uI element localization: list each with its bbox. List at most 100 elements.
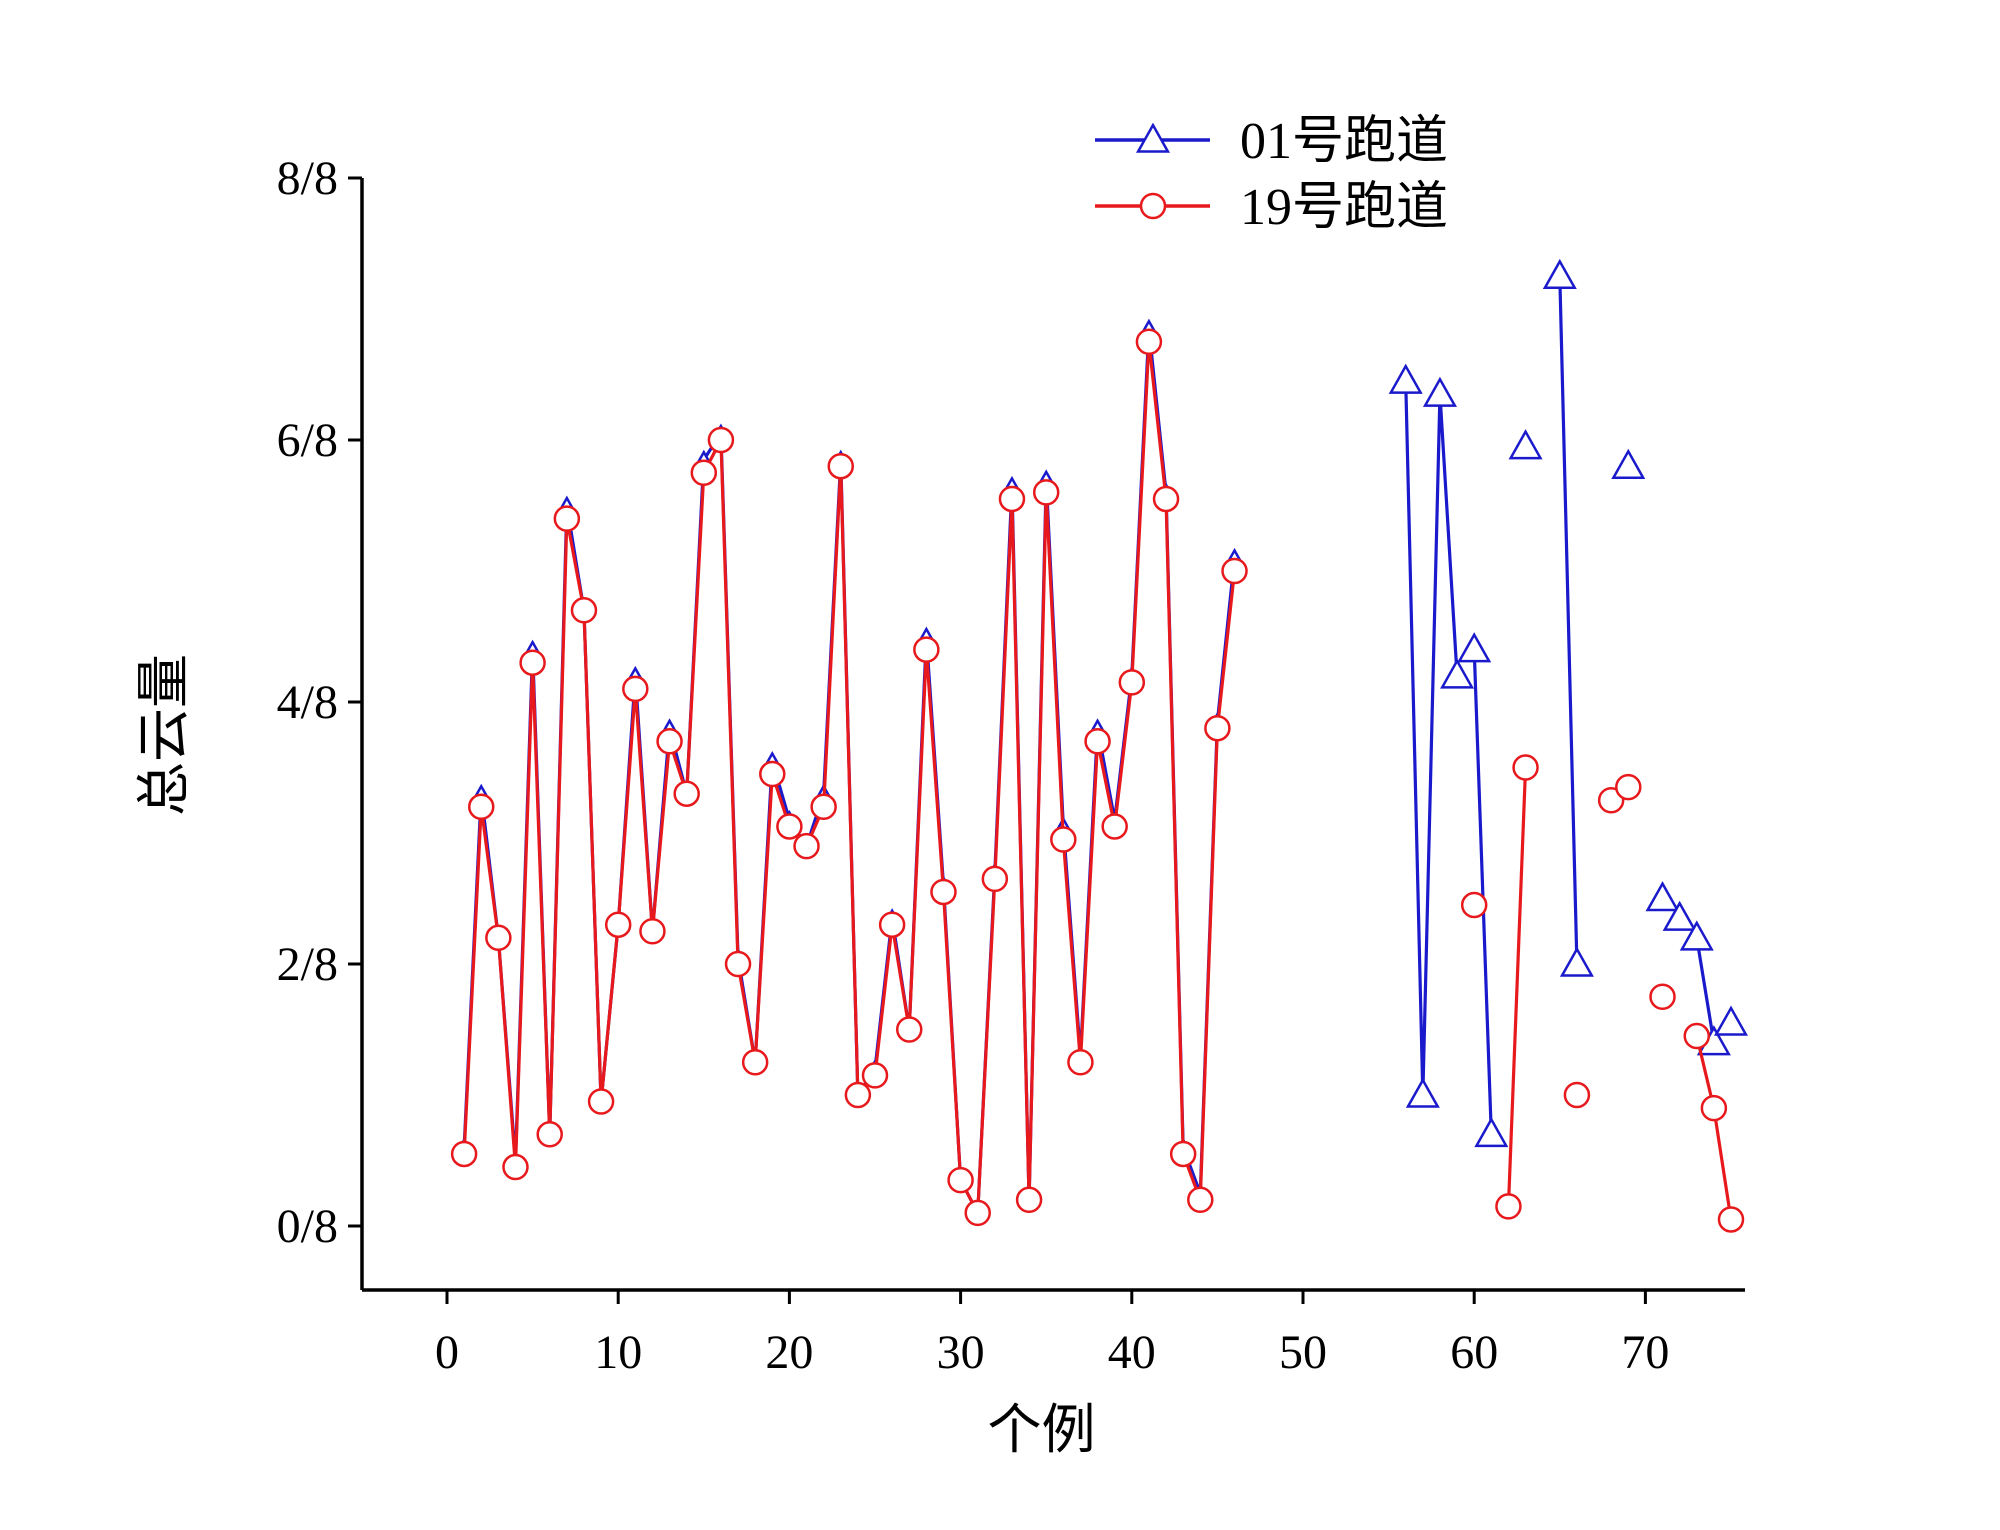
circle-marker bbox=[1717, 1206, 1745, 1233]
x-tick-label: 70 bbox=[1621, 1326, 1669, 1379]
circle-marker bbox=[1101, 813, 1128, 840]
circle-marker bbox=[467, 793, 495, 821]
legend-item-01: 01号跑道 bbox=[1095, 113, 1448, 170]
circle-marker bbox=[1169, 1140, 1197, 1168]
series-line-segment bbox=[1506, 767, 1528, 1207]
x-axis-ticks: 0 10 20 30 40 50 60 70 bbox=[435, 1290, 1669, 1379]
circle-marker bbox=[485, 924, 512, 952]
circle-marker bbox=[998, 485, 1026, 513]
y-tick-label: 8/8 bbox=[277, 152, 338, 205]
circle-marker bbox=[1135, 328, 1163, 355]
x-tick-label: 10 bbox=[594, 1326, 642, 1379]
series-line-segment bbox=[1558, 276, 1579, 965]
axes bbox=[360, 178, 1745, 1292]
circle-marker bbox=[895, 1016, 923, 1043]
y-tick-label: 0/8 bbox=[277, 1200, 338, 1253]
y-axis-ticks: 0/8 2/8 4/8 6/8 8/8 bbox=[277, 152, 362, 1253]
circle-marker bbox=[1683, 1022, 1711, 1050]
series-line-segment bbox=[1472, 649, 1493, 1135]
circle-marker bbox=[656, 728, 683, 755]
y-tick-label: 2/8 bbox=[277, 938, 338, 991]
circle-marker bbox=[930, 878, 957, 906]
circle-marker bbox=[707, 426, 735, 454]
circle-marker bbox=[639, 918, 666, 945]
legend-item-19: 19号跑道 bbox=[1095, 179, 1448, 236]
triangle-marker bbox=[1405, 1077, 1440, 1108]
circle-marker bbox=[1512, 754, 1539, 781]
circle-marker bbox=[776, 813, 803, 840]
legend-label-19: 19号跑道 bbox=[1240, 179, 1448, 236]
circle-marker bbox=[861, 1062, 889, 1089]
triangle-marker bbox=[1679, 920, 1714, 951]
x-tick-label: 60 bbox=[1450, 1326, 1498, 1379]
y-tick-label: 6/8 bbox=[277, 414, 338, 467]
circle-marker bbox=[1084, 728, 1111, 755]
circle-marker bbox=[1015, 1186, 1043, 1214]
circle-marker bbox=[673, 780, 700, 807]
circle-marker bbox=[724, 950, 752, 978]
x-tick-label: 50 bbox=[1279, 1326, 1327, 1379]
legend-circle-marker bbox=[1139, 192, 1167, 220]
circle-marker bbox=[450, 1140, 478, 1168]
series-line-segment bbox=[1404, 381, 1459, 1097]
circle-marker bbox=[913, 636, 940, 663]
series-line-segment bbox=[1695, 937, 1716, 1043]
series-layer bbox=[450, 258, 1749, 1233]
circle-marker bbox=[741, 1049, 769, 1076]
y-axis-title: 总云量 bbox=[134, 654, 194, 816]
triangle-marker bbox=[1388, 363, 1423, 394]
triangle-marker bbox=[1422, 376, 1457, 407]
x-tick-label: 0 bbox=[435, 1326, 459, 1379]
circle-marker bbox=[587, 1088, 615, 1115]
triangle-marker bbox=[1662, 900, 1697, 931]
triangle-marker bbox=[1508, 429, 1543, 460]
series-line bbox=[462, 340, 1237, 1215]
circle-marker bbox=[1700, 1094, 1728, 1122]
circle-marker bbox=[1495, 1193, 1522, 1220]
circle-marker bbox=[827, 452, 855, 480]
y-tick-label: 4/8 bbox=[277, 676, 338, 729]
legend: 01号跑道 19号跑道 bbox=[1095, 113, 1448, 236]
circle-marker bbox=[604, 911, 632, 938]
circle-marker bbox=[1615, 773, 1642, 801]
circle-marker bbox=[810, 793, 837, 821]
circle-marker bbox=[1118, 669, 1146, 696]
circle-marker bbox=[553, 505, 581, 532]
circle-marker bbox=[570, 597, 598, 624]
circle-marker bbox=[1032, 479, 1060, 506]
circle-marker bbox=[519, 649, 546, 676]
circle-marker bbox=[622, 675, 649, 703]
circle-marker bbox=[793, 832, 820, 860]
circle-marker bbox=[759, 760, 786, 788]
x-axis-title: 个例 bbox=[988, 1400, 1096, 1460]
circle-marker bbox=[1187, 1186, 1214, 1214]
circle-marker bbox=[1460, 891, 1488, 919]
circle-marker bbox=[1649, 983, 1676, 1010]
x-tick-label: 20 bbox=[765, 1326, 813, 1379]
circle-marker bbox=[1067, 1049, 1094, 1076]
triangle-marker bbox=[1713, 1005, 1749, 1036]
triangle-marker bbox=[1542, 258, 1577, 290]
triangle-marker bbox=[1474, 1116, 1509, 1148]
x-tick-label: 30 bbox=[937, 1326, 985, 1379]
circle-marker bbox=[1152, 485, 1180, 513]
triangle-marker bbox=[1645, 881, 1680, 912]
x-tick-label: 40 bbox=[1108, 1326, 1156, 1379]
circle-marker bbox=[878, 911, 906, 938]
series-19 bbox=[450, 328, 1745, 1233]
circle-marker bbox=[690, 459, 718, 486]
circle-marker bbox=[1563, 1081, 1591, 1109]
circle-marker bbox=[981, 865, 1009, 893]
triangle-marker bbox=[1440, 658, 1475, 689]
circle-marker bbox=[947, 1166, 974, 1194]
legend-label-01: 01号跑道 bbox=[1240, 113, 1448, 170]
triangle-marker bbox=[1457, 632, 1492, 663]
circle-marker bbox=[536, 1121, 563, 1148]
triangle-marker bbox=[1559, 946, 1594, 977]
series-line-segment bbox=[1695, 1035, 1733, 1220]
legend-triangle-marker bbox=[1135, 122, 1171, 153]
triangle-marker bbox=[1611, 448, 1646, 479]
circle-marker bbox=[1050, 826, 1077, 853]
circle-marker bbox=[844, 1081, 872, 1109]
